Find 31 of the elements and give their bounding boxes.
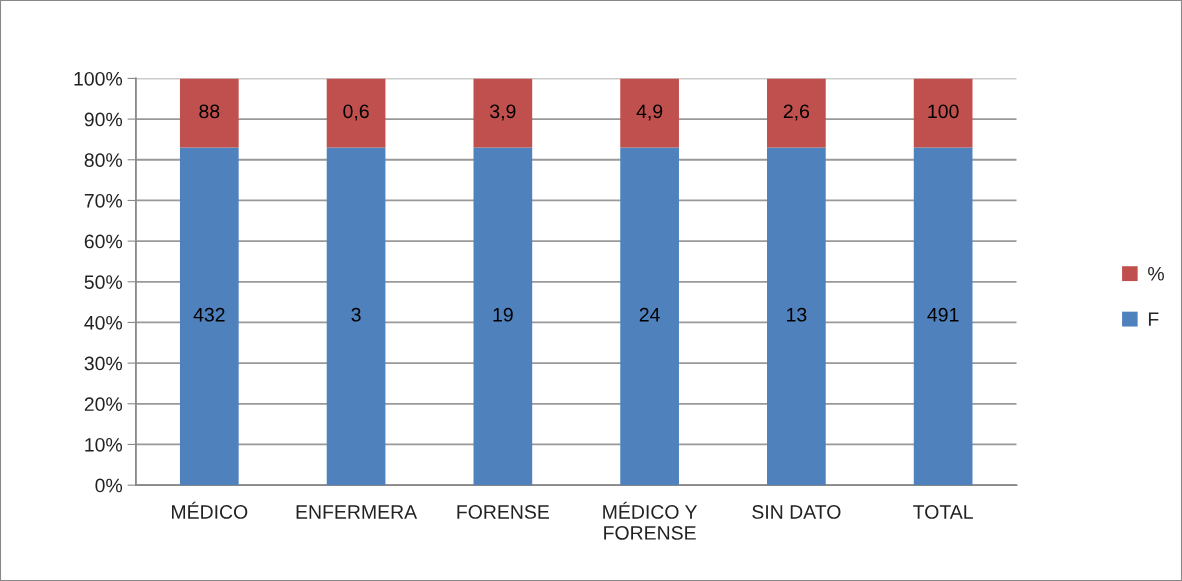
annotation: 100 <box>928 104 959 119</box>
x-tick-label: MÉDICO Y FORENSE <box>603 501 698 540</box>
x-tick-label: FORENSE <box>457 505 549 519</box>
y-tick-label: 40% <box>84 315 123 330</box>
y-tick-label: 90% <box>84 112 123 127</box>
x-tick-label: MÉDICO <box>172 501 248 519</box>
y-tick-label: 80% <box>84 153 123 168</box>
annotation: 3,9 <box>490 104 516 121</box>
annotation: 0,6 <box>343 104 369 121</box>
y-tick-label: 50% <box>84 275 123 290</box>
annotation: 24 <box>639 307 660 322</box>
annotation: 88 <box>199 104 220 119</box>
annotation: 19 <box>493 307 513 322</box>
annotation: 13 <box>787 307 807 322</box>
y-tick-label: 0% <box>95 478 123 493</box>
x-tick-label: ENFERMERA <box>296 505 418 519</box>
annotation: 432 <box>193 307 225 322</box>
y-tick-label: 70% <box>84 193 123 208</box>
annotation: 2,6 <box>783 104 810 121</box>
annotation: 4,9 <box>636 104 663 121</box>
legend-label: F <box>1148 312 1159 326</box>
y-tick-label: 20% <box>84 397 123 412</box>
y-tick-label: 60% <box>84 234 123 249</box>
y-tick-label: 10% <box>85 437 123 452</box>
x-tick-label: SIN DATO <box>752 505 841 519</box>
y-tick-label: 30% <box>84 356 123 371</box>
legend-label: % <box>1148 266 1164 281</box>
annotation: 3 <box>351 307 361 322</box>
y-tick-label: 100% <box>74 71 123 86</box>
x-tick-label: TOTAL <box>913 505 973 519</box>
annotation: 491 <box>927 307 959 322</box>
